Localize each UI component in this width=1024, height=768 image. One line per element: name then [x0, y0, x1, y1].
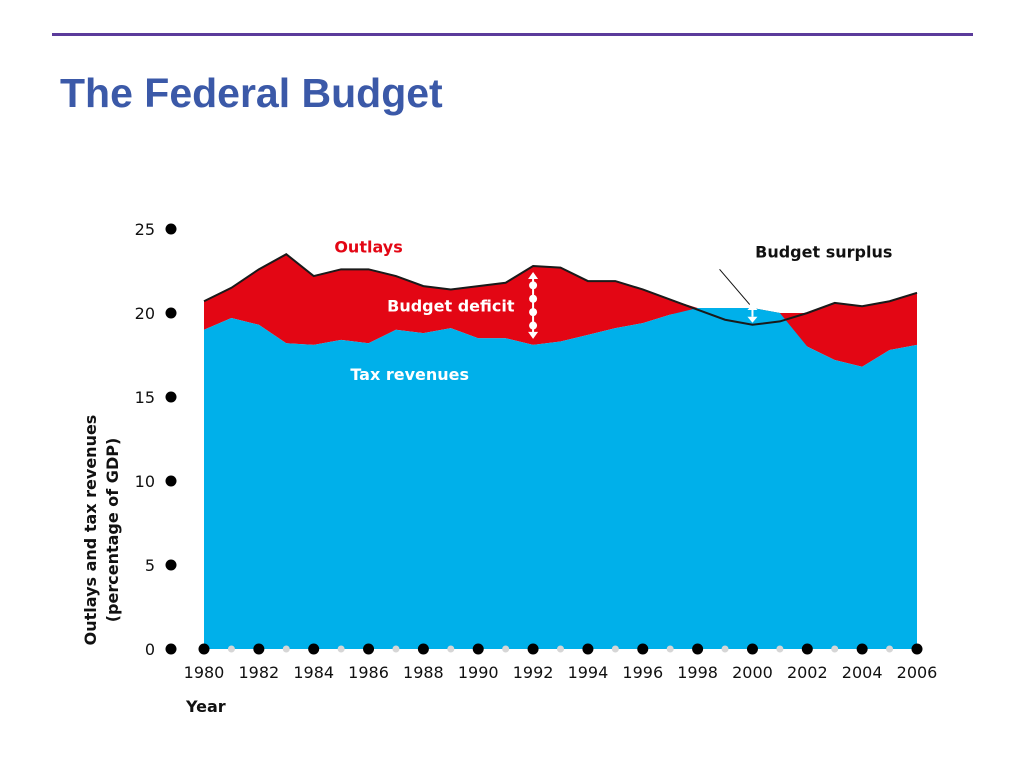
x-tick-label: 1996	[622, 663, 663, 682]
annotation-label: Tax revenues	[350, 365, 469, 384]
deficit-arrow-dot	[529, 308, 538, 317]
x-tick-dot	[417, 643, 429, 655]
header-rule	[52, 33, 973, 36]
deficit-arrow-dot	[529, 281, 538, 290]
surplus-leader-line	[719, 268, 751, 305]
x-minor-dot	[666, 645, 674, 653]
y-tick-label: 0	[145, 640, 155, 659]
deficit-arrow-dot	[529, 294, 538, 303]
page-title: The Federal Budget	[60, 70, 443, 116]
y-tick-label: 20	[135, 304, 155, 323]
x-tick-label: 1986	[348, 663, 389, 682]
y-tick-dot	[165, 475, 177, 487]
x-minor-dot	[557, 645, 564, 653]
y-tick-label: 25	[135, 220, 155, 239]
x-tick-dot	[527, 643, 539, 655]
surplus-arrow-head-down	[747, 316, 758, 323]
chart-annotations: Outlays Budget deficit Tax revenues Budget …	[334, 238, 892, 385]
y-tick-dot	[165, 559, 177, 571]
y-tick-label: 10	[135, 472, 155, 491]
y-axis-label-group: Outlays and tax revenues (percentage of …	[81, 415, 122, 646]
x-minor-dot	[502, 645, 510, 653]
y-tick-dot	[165, 223, 177, 235]
x-minor-dot	[227, 645, 235, 653]
x-tick-dot	[308, 643, 320, 655]
x-tick-label: 1992	[513, 663, 554, 682]
x-tick-dot	[692, 643, 704, 655]
chart-areas	[203, 253, 918, 649]
x-tick-label: 1982	[238, 663, 279, 682]
x-tick-label: 1998	[677, 663, 718, 682]
x-tick-label: 1988	[403, 663, 444, 682]
x-tick-dot	[911, 643, 923, 655]
x-tick-label: 2000	[732, 663, 773, 682]
deficit-arrow-dot	[529, 321, 538, 330]
x-tick-dot	[637, 643, 649, 655]
x-tick-label: 1980	[184, 663, 225, 682]
y-tick-dot	[165, 391, 177, 403]
tax-revenues-area	[204, 307, 917, 649]
x-tick-dot	[801, 643, 813, 655]
y-axis: 0 5 10 15 20 25	[135, 220, 177, 659]
x-tick-label: 1994	[568, 663, 609, 682]
x-minor-dot	[721, 645, 729, 653]
x-minor-dot	[337, 645, 345, 653]
annotation-label: Outlays	[334, 238, 402, 257]
y-tick-dot	[165, 643, 177, 655]
x-tick-label: 1990	[458, 663, 499, 682]
outlays-line	[203, 253, 918, 326]
x-tick-label: 2004	[842, 663, 883, 682]
x-minor-dot	[282, 645, 290, 653]
x-tick-dot	[363, 643, 375, 655]
x-tick-label: 1984	[293, 663, 334, 682]
x-tick-dot	[746, 643, 758, 655]
x-tick-dot	[856, 643, 868, 655]
y-tick-label: 5	[145, 556, 155, 575]
x-tick-label: 2002	[787, 663, 828, 682]
x-tick-dot	[253, 643, 265, 655]
y-tick-label: 15	[135, 388, 155, 407]
x-tick-dot	[582, 643, 594, 655]
y-tick-dot	[165, 307, 177, 319]
x-tick-dot	[472, 643, 484, 655]
x-minor-dot	[886, 645, 894, 653]
surplus-arrow-head-up	[747, 303, 758, 310]
budget-deficit-area	[204, 254, 917, 367]
annotation-label: Budget deficit	[387, 296, 515, 315]
annotation-label: Budget surplus	[755, 243, 892, 262]
x-axis-label: Year	[185, 697, 226, 716]
x-axis: 1980 1982 1984 1986 1988 1990 1992 1994 1996 1998…	[184, 643, 938, 682]
y-axis-label-unit: (percentage of GDP)	[103, 438, 122, 623]
x-minor-dot	[611, 645, 619, 653]
x-minor-dot	[392, 645, 400, 653]
deficit-arrow-head-up	[528, 271, 539, 279]
x-minor-dot	[776, 645, 784, 653]
x-tick-dot	[198, 643, 210, 655]
y-axis-label: Outlays and tax revenues	[81, 415, 100, 646]
x-tick-label: 2006	[897, 663, 938, 682]
deficit-arrow-head-down	[528, 331, 539, 339]
x-minor-dot	[447, 645, 455, 653]
x-minor-dot	[831, 645, 839, 653]
